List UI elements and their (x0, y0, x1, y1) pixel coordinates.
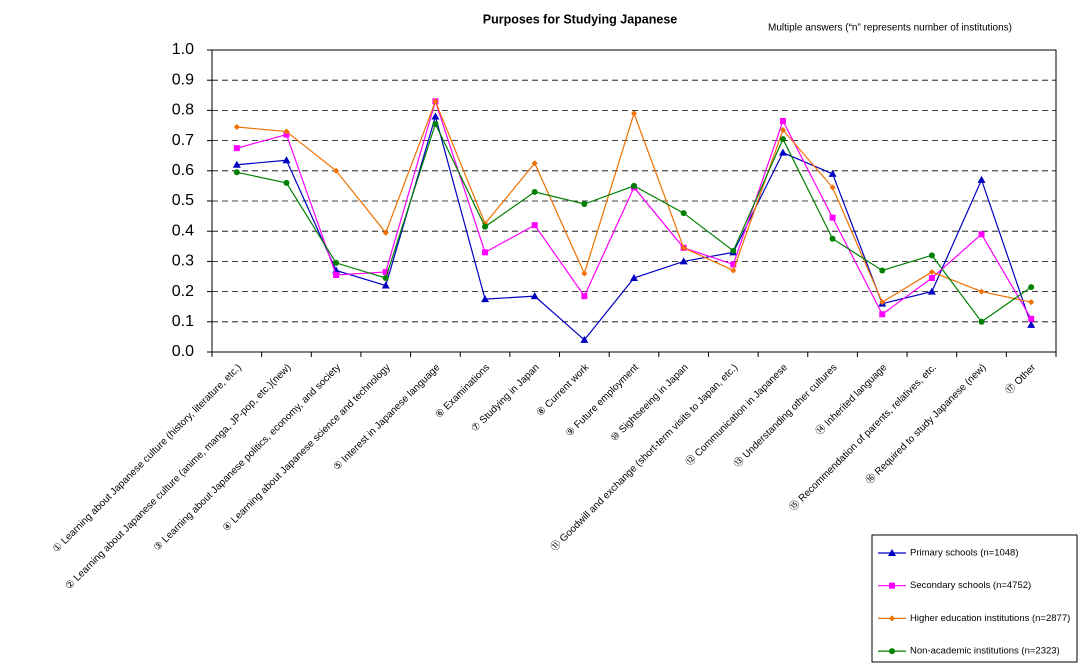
data-point (581, 270, 588, 277)
x-tick-label: ③ Learning about Japanese politics, econ… (152, 362, 343, 553)
data-point (382, 275, 389, 282)
data-point (927, 287, 936, 295)
series-line (236, 114, 1032, 341)
data-point (482, 223, 489, 230)
legend-marker (889, 615, 895, 622)
data-point (1027, 320, 1036, 328)
series-line (236, 99, 1032, 320)
data-point (233, 145, 240, 152)
chart-subtitle: Multiple answers (“n” represents number … (768, 23, 1012, 34)
data-point (829, 214, 836, 221)
data-point (1028, 284, 1035, 291)
data-point (282, 156, 291, 164)
data-point (879, 267, 886, 274)
x-tick-label: ⑪ Goodwill and exchange (short-term visi… (548, 362, 740, 554)
data-point (580, 335, 589, 343)
data-point (779, 127, 786, 134)
y-tick-label: 0.4 (172, 222, 194, 239)
data-point (333, 259, 340, 266)
y-tick-label: 0.5 (172, 192, 194, 209)
data-point (233, 169, 240, 176)
legend-marker (888, 549, 896, 556)
y-tick-label: 0.0 (172, 343, 194, 360)
legend-box (871, 534, 1078, 663)
data-point (481, 295, 490, 303)
data-point (730, 267, 737, 274)
data-point (928, 275, 935, 282)
data-point (680, 210, 687, 217)
x-tick-label: ⑬ Understanding other cultures (731, 362, 839, 470)
legend-label: Non-academic institutions (n=2323) (910, 646, 1060, 657)
data-point (778, 148, 787, 156)
data-point (631, 110, 637, 117)
data-point (828, 169, 837, 177)
x-tick-label: ② Learning about Japanese culture (anime… (64, 362, 294, 592)
data-point (382, 268, 389, 275)
data-point (978, 231, 985, 238)
data-point (432, 98, 439, 105)
data-point (679, 257, 688, 265)
data-point (581, 201, 588, 208)
data-point (631, 182, 637, 189)
data-point (879, 299, 886, 306)
x-tick-label: ⑧ Current work (535, 362, 592, 419)
y-tick-label: 0.3 (172, 253, 194, 270)
data-point (978, 288, 985, 295)
legend-marker (889, 648, 895, 655)
chart-title: Purposes for Studying Japanese (483, 12, 678, 26)
data-point (283, 128, 290, 135)
data-point (1028, 299, 1035, 306)
data-point (531, 222, 538, 229)
legend-marker (889, 582, 895, 589)
data-point (381, 281, 390, 289)
data-point (581, 293, 588, 300)
y-tick-label: 0.7 (172, 132, 194, 149)
data-point (779, 136, 786, 143)
data-point (977, 175, 986, 183)
data-point (531, 160, 538, 167)
x-tick-label: ① Learning about Japanese culture (histo… (51, 362, 244, 555)
data-point (283, 179, 290, 186)
data-point (233, 124, 240, 131)
data-point (779, 117, 786, 124)
data-point (730, 247, 737, 254)
legend-label: Primary schools (n=1048) (910, 548, 1019, 559)
data-point (879, 311, 886, 318)
data-point (382, 229, 389, 236)
x-tick-label: ⑫ Communication in Japanese (683, 361, 790, 468)
data-point (829, 235, 836, 242)
data-point (333, 271, 340, 278)
x-tick-label: ⑰ Other (1003, 361, 1039, 397)
y-tick-label: 0.9 (172, 71, 194, 88)
y-tick-label: 1.0 (172, 41, 194, 58)
data-point (333, 167, 340, 174)
data-point (432, 120, 439, 127)
y-tick-label: 0.2 (172, 283, 194, 300)
data-point (928, 268, 935, 275)
data-point (630, 274, 638, 282)
legend-label: Secondary schools (n=4752) (910, 580, 1031, 591)
y-tick-label: 0.6 (172, 162, 194, 179)
data-point (829, 184, 836, 191)
data-point (232, 160, 241, 168)
data-point (680, 244, 687, 251)
y-tick-label: 0.1 (172, 313, 194, 330)
data-point (332, 266, 341, 274)
x-tick-label: ④ Learning about Japanese science and te… (221, 362, 393, 534)
y-tick-label: 0.8 (172, 102, 194, 119)
data-point (531, 188, 538, 195)
plot-frame (211, 49, 1057, 353)
data-point (530, 292, 539, 300)
data-point (283, 131, 290, 138)
data-point (730, 261, 737, 268)
data-point (431, 112, 440, 120)
data-point (482, 249, 489, 256)
data-point (978, 318, 985, 325)
legend-label: Higher education institutions (n=2877) (910, 613, 1070, 624)
data-point (928, 252, 935, 259)
data-point (1028, 315, 1035, 322)
x-tick-label: ⑤ Interest in Japanese language (332, 362, 443, 473)
series-line (236, 99, 1032, 304)
